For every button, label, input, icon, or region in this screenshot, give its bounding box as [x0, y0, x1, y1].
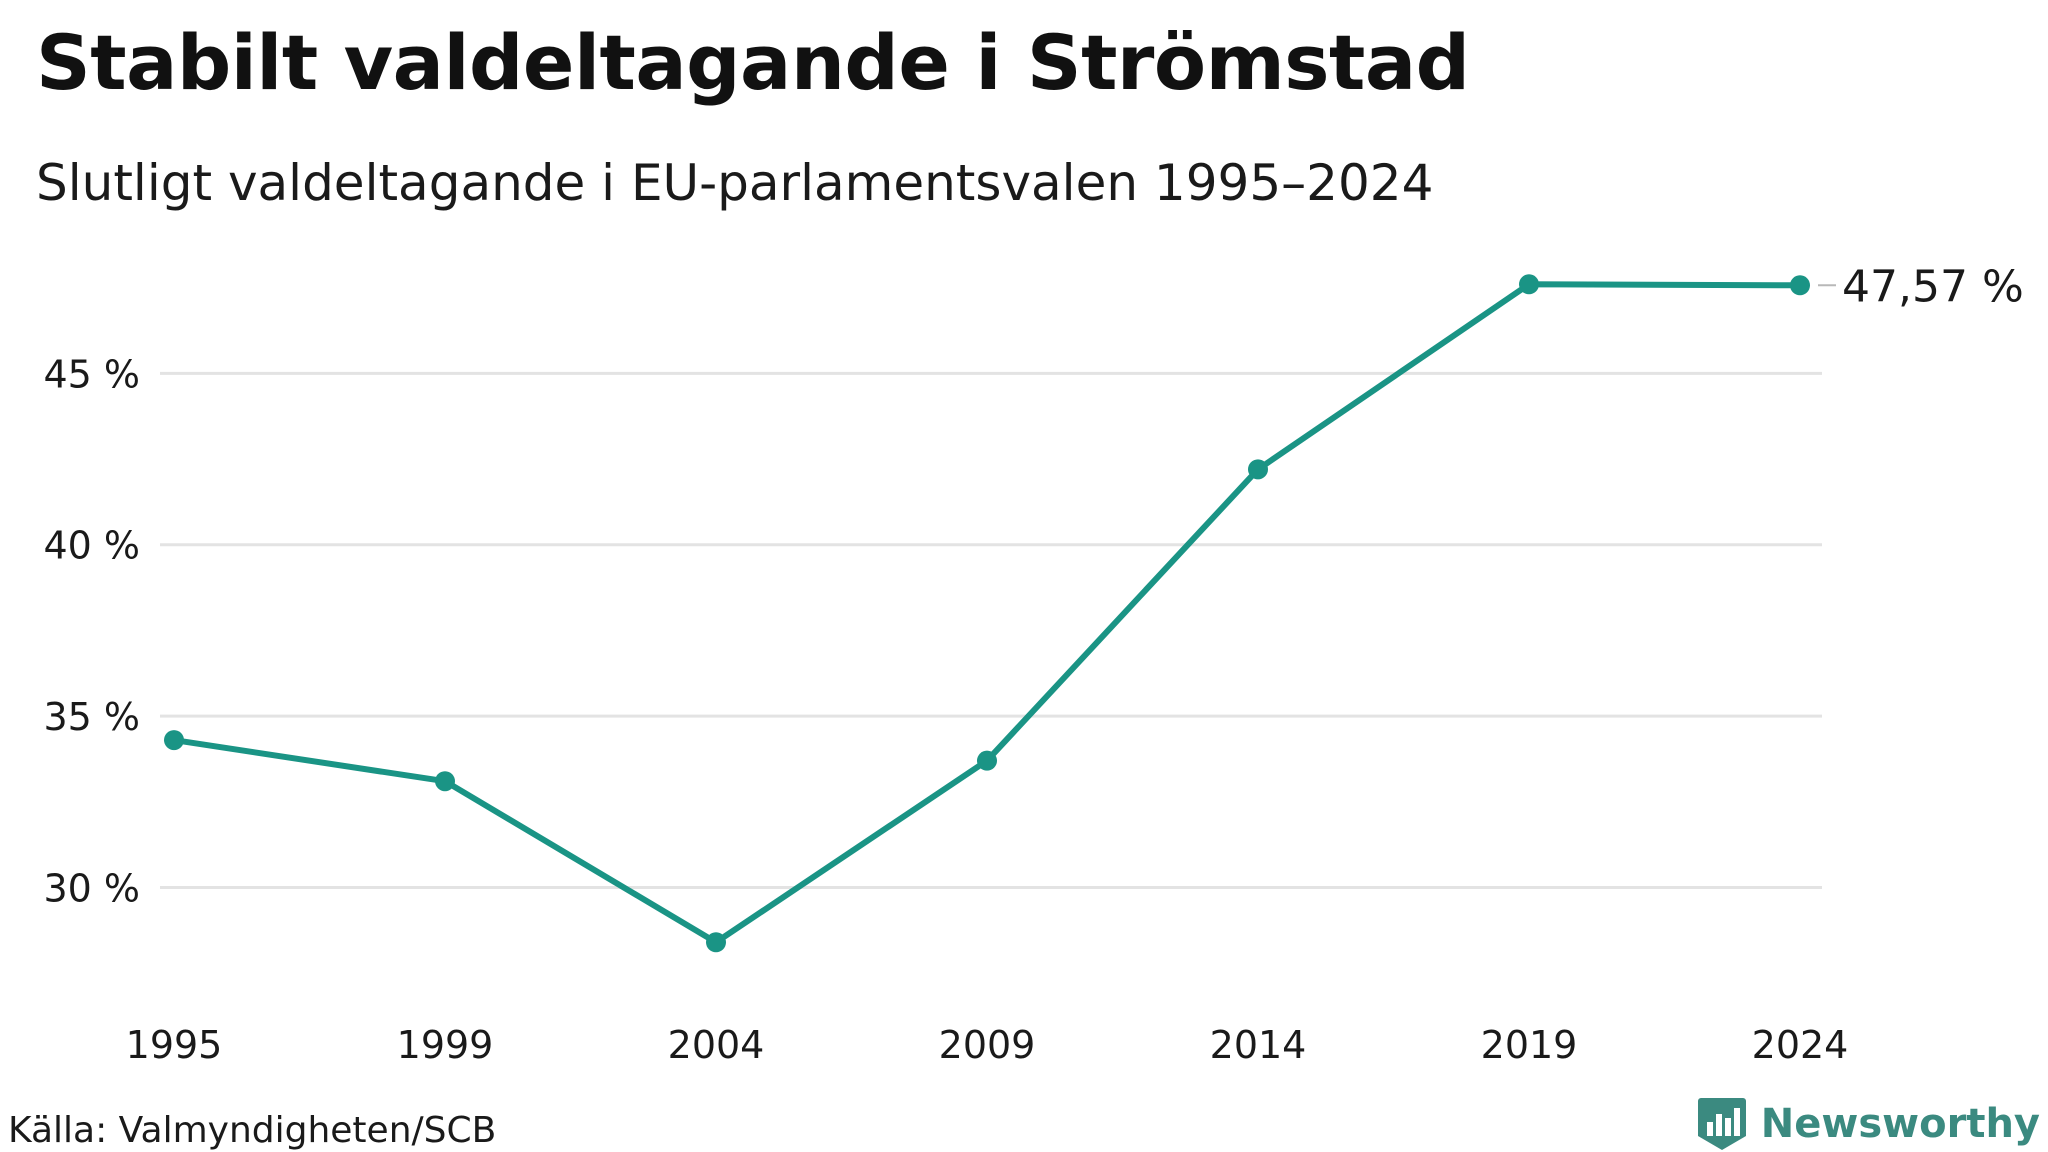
x-tick-label-2014: 2014: [1210, 1023, 1307, 1067]
chart-title: Stabilt valdeltagande i Strömstad: [36, 18, 1470, 107]
x-tick-label-1999: 1999: [397, 1023, 494, 1067]
source-note: Källa: Valmyndigheten/SCB: [8, 1110, 497, 1151]
series-turnout: [164, 274, 1810, 953]
series-line: [171, 281, 1803, 946]
y-tick-label-45: 45 %: [43, 352, 140, 396]
data-point-1999: [435, 771, 455, 792]
chart-subtitle: Slutligt valdeltagande i EU-parlamentsva…: [36, 154, 1434, 212]
x-tick-label-2009: 2009: [939, 1023, 1036, 1067]
y-tick-label-30: 30 %: [43, 866, 140, 910]
x-tick-label-1995: 1995: [126, 1023, 223, 1067]
data-point-2024: [1790, 275, 1810, 296]
gridlines: [160, 371, 1822, 889]
brand-logo: Newsworthy: [1697, 1096, 2040, 1152]
data-point-2009: [977, 750, 997, 771]
y-tick-label-40: 40 %: [43, 524, 140, 568]
brand-name: Newsworthy: [1760, 1101, 2040, 1147]
x-tick-label-2024: 2024: [1752, 1023, 1849, 1067]
bar-chart-flag-icon: [1697, 1098, 1746, 1150]
x-axis-ticks: 1995 1999 2004 2009 2014 2019 2024: [126, 1023, 1849, 1067]
data-point-1995: [164, 730, 184, 751]
y-tick-label-35: 35 %: [43, 695, 140, 739]
end-annotation: 47,57 %: [1818, 261, 2024, 312]
data-point-2014: [1248, 459, 1268, 480]
x-tick-label-2019: 2019: [1481, 1023, 1578, 1067]
data-point-2004: [706, 932, 726, 953]
data-point-2019: [1519, 274, 1539, 295]
x-tick-label-2004: 2004: [668, 1023, 765, 1067]
y-axis-ticks: 30 % 35 % 40 % 45 %: [43, 352, 140, 910]
end-value-label: 47,57 %: [1842, 261, 2024, 312]
